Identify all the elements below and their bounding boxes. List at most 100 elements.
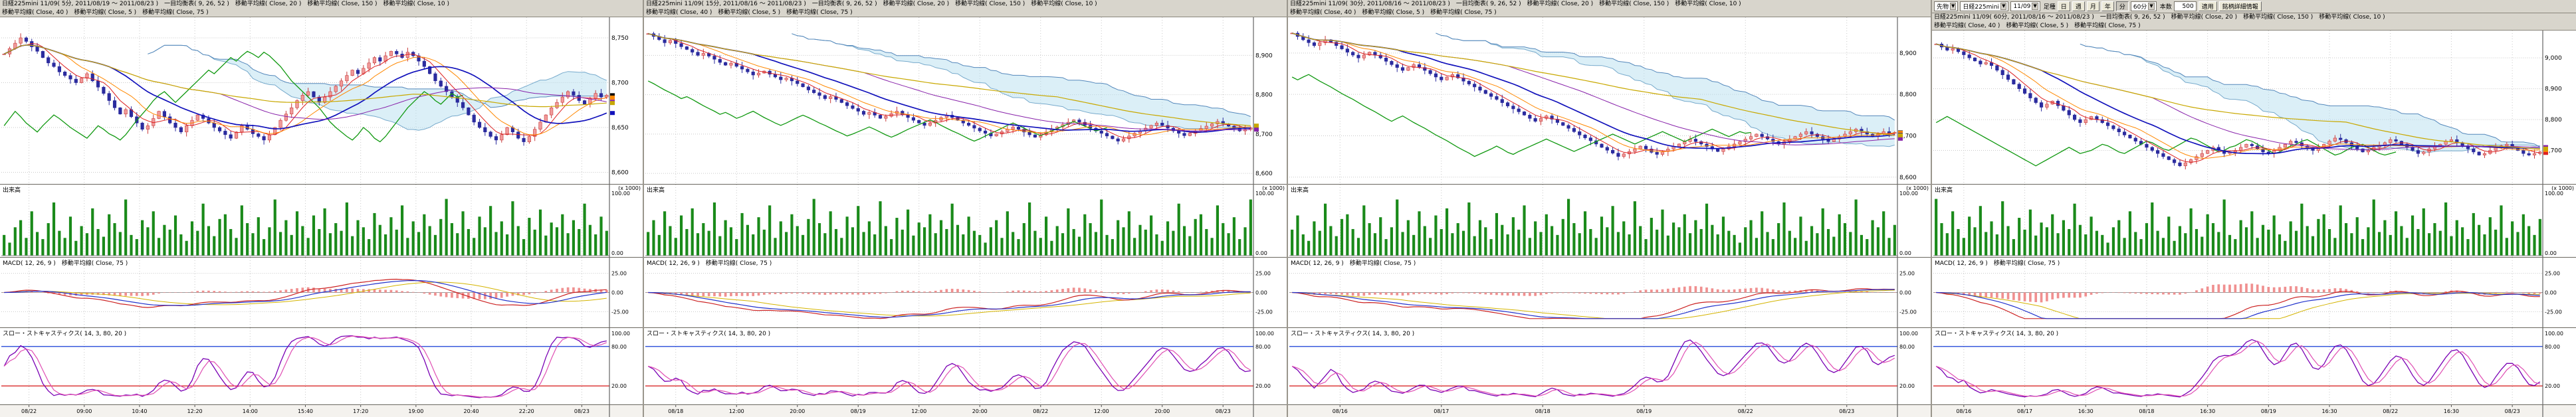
chart-header: 日経225mini 11/09( 30分, 2011/08/16 ～ 2011/… (1288, 0, 1931, 17)
svg-text:08/22: 08/22 (1033, 408, 1048, 414)
stochastics-chart[interactable]: スロー・ストキャスティクス( 14, 3, 80, 20 ) 100.00 80.… (644, 328, 1287, 405)
volume-label: 出来高 (1935, 185, 1953, 194)
macd-chart[interactable]: MACD( 12, 26, 9 ) 移動平均線( Close, 75 ) 25.… (1288, 258, 1931, 328)
svg-text:08/23: 08/23 (1216, 408, 1231, 414)
volume-label: 出来高 (3, 185, 21, 194)
apply-button[interactable]: 適用 (2198, 1, 2217, 11)
time-axis-labels: 08/16 08/17 08/18 08/19 08/22 08/23 (1333, 405, 1898, 417)
svg-text:8,800: 8,800 (2545, 117, 2562, 124)
macd-plot: 25.00 0.00 -25.00 (1289, 258, 1917, 327)
volume-chart[interactable]: 出来高 (x 1000) 100.00 0.00 (1288, 185, 1931, 258)
volume-unit-label: (x 1000) (1262, 185, 1285, 191)
macd-chart[interactable]: MACD( 12, 26, 9 ) 移動平均線( Close, 75 ) 25.… (1932, 258, 2576, 328)
price-chart[interactable]: 9,000 8,900 8,800 8,700 (1932, 31, 2576, 185)
chart-title: 日経225mini 11/09( 60分, 2011/08/16 ～ 2011/… (1934, 14, 2385, 21)
senkou-span-b-line (148, 44, 607, 108)
svg-text:08/19: 08/19 (2261, 408, 2276, 414)
svg-text:100.00: 100.00 (1899, 331, 1918, 337)
period-month-button[interactable]: 月 (2086, 1, 2099, 11)
stochastics-chart[interactable]: スロー・ストキャスティクス( 14, 3, 80, 20 ) 100.00 80.… (0, 328, 643, 405)
chikou-span-line (1935, 116, 2397, 167)
svg-text:8,650: 8,650 (611, 125, 629, 131)
macd-chart[interactable]: MACD( 12, 26, 9 ) 移動平均線( Close, 75 ) 25.… (644, 258, 1287, 328)
chart-header: 日経225mini 11/09( 5分, 2011/08/19 ～ 2011/0… (0, 0, 643, 17)
stochastics-plot: 100.00 80.00 20.00 (1, 328, 630, 404)
macd-ma-line (1292, 290, 1895, 319)
period-day-button[interactable]: 日 (2057, 1, 2070, 11)
volume-chart[interactable]: 出来高 (x 1000) 100.00 0.00 (644, 185, 1287, 258)
svg-text:100.00: 100.00 (1899, 191, 1918, 197)
volume-label: 出来高 (647, 185, 665, 194)
svg-text:12:00: 12:00 (1094, 408, 1109, 414)
svg-text:19:00: 19:00 (408, 408, 423, 414)
price-plot: 8,900 8,800 8,700 8,600 (1289, 17, 1917, 184)
macd-plot: 25.00 0.00 -25.00 (645, 258, 1273, 327)
time-axis: 08/16 08/17 16:30 08/18 16:30 08/19 16:30 08/22… (1932, 405, 2576, 417)
svg-text:08/23: 08/23 (1839, 408, 1854, 414)
chart-body: 8,750 8,700 8,650 8,600 出来高 (x 1000) 100.00… (0, 17, 643, 417)
stochastics-label: スロー・ストキャスティクス( 14, 3, 80, 20 ) (647, 329, 771, 337)
instrument-value: 日経225mini (1963, 4, 2000, 11)
svg-text:20.00: 20.00 (1899, 383, 1915, 389)
ma-75-line (1936, 43, 2540, 149)
axis-value-tag (610, 93, 615, 98)
svg-text:0.00: 0.00 (1255, 250, 1267, 256)
svg-text:8,700: 8,700 (611, 80, 629, 87)
macd-label: MACD( 12, 26, 9 ) 移動平均線( Close, 75 ) (1291, 258, 1416, 267)
instrument-select[interactable]: 日経225mini ▼ (1960, 1, 2009, 11)
svg-text:0.00: 0.00 (2545, 250, 2557, 256)
price-plot: 8,750 8,700 8,650 8,600 (1, 17, 629, 184)
bars-count-input[interactable]: 500 (2173, 1, 2197, 11)
svg-text:8,700: 8,700 (1255, 131, 1273, 138)
minute-interval-select[interactable]: 60分 ▼ (2130, 1, 2157, 11)
svg-text:08/18: 08/18 (668, 408, 683, 414)
senkou-span-a-line (148, 44, 607, 131)
axis-value-tag (1254, 127, 1259, 132)
senkou-span-a-line (1436, 33, 1895, 147)
minute-interval-value: 60分 (2133, 4, 2147, 11)
svg-text:-25.00: -25.00 (1255, 309, 1273, 315)
category-select[interactable]: 先物 ▼ (1934, 1, 1959, 11)
macd-chart[interactable]: MACD( 12, 26, 9 ) 移動平均線( Close, 75 ) 25.… (0, 258, 643, 328)
volume-chart[interactable]: 出来高 (x 1000) 100.00 0.00 (0, 185, 643, 258)
chart-title: 日経225mini 11/09( 15分, 2011/08/16 ～ 2011/… (646, 1, 1097, 7)
price-chart[interactable]: 8,900 8,800 8,700 8,600 (644, 17, 1287, 185)
svg-text:-25.00: -25.00 (2545, 309, 2562, 315)
axis-value-tag (2543, 151, 2548, 155)
ma-10-line (648, 33, 1251, 135)
svg-text:80.00: 80.00 (1255, 344, 1271, 350)
svg-text:25.00: 25.00 (1899, 271, 1915, 277)
stochastics-plot: 100.00 80.00 20.00 (1289, 328, 1918, 404)
svg-text:08/23: 08/23 (2505, 408, 2520, 414)
svg-text:08/22: 08/22 (1738, 408, 1753, 414)
macd-signal-line (648, 291, 1251, 318)
ma-10-line (3, 44, 607, 135)
ichimoku-cloud (2080, 44, 2540, 153)
period-year-button[interactable]: 年 (2101, 1, 2114, 11)
svg-text:17:20: 17:20 (353, 408, 368, 414)
macd-signal-line (1936, 292, 2540, 319)
chart-header: 日経225mini 11/09( 15分, 2011/08/16 ～ 2011/… (644, 0, 1287, 17)
price-chart[interactable]: 8,900 8,800 8,700 8,600 (1288, 17, 1931, 185)
volume-chart[interactable]: 出来高 (x 1000) 100.00 0.00 (1932, 185, 2576, 258)
stochastics-chart[interactable]: スロー・ストキャスティクス( 14, 3, 80, 20 ) 100.00 80.… (1288, 328, 1931, 405)
period-minute-button[interactable]: 分 (2115, 1, 2129, 11)
contract-month-select[interactable]: 11/09 ▼ (2010, 1, 2040, 11)
time-axis-labels: 08/16 08/17 16:30 08/18 16:30 08/19 16:30 08/22… (1956, 405, 2543, 417)
price-chart[interactable]: 8,750 8,700 8,650 8,600 (0, 17, 643, 185)
stochastics-chart[interactable]: スロー・ストキャスティクス( 14, 3, 80, 20 ) 100.00 80.… (1932, 328, 2576, 405)
svg-text:25.00: 25.00 (611, 271, 627, 277)
chart-body: 8,900 8,800 8,700 8,600 出来高 (x 1000) 100.00… (644, 17, 1287, 417)
bars-count-label: 本数 (2159, 4, 2172, 11)
svg-text:-25.00: -25.00 (611, 309, 629, 315)
svg-text:8,600: 8,600 (1899, 175, 1917, 181)
chart-panel-60min: 先物 ▼ 日経225mini ▼ 11/09 ▼ 足種 日 週 月 年 分 60… (1932, 0, 2576, 417)
stochastics-label: スロー・ストキャスティクス( 14, 3, 80, 20 ) (1935, 329, 2059, 337)
period-week-button[interactable]: 週 (2072, 1, 2085, 11)
svg-text:100.00: 100.00 (1255, 191, 1274, 197)
svg-text:0.00: 0.00 (611, 250, 623, 256)
axis-value-tag (1898, 133, 1903, 137)
instrument-info-button[interactable]: 銘柄詳細情報 (2218, 1, 2262, 11)
svg-text:12:00: 12:00 (729, 408, 744, 414)
svg-text:8,800: 8,800 (1899, 92, 1917, 98)
